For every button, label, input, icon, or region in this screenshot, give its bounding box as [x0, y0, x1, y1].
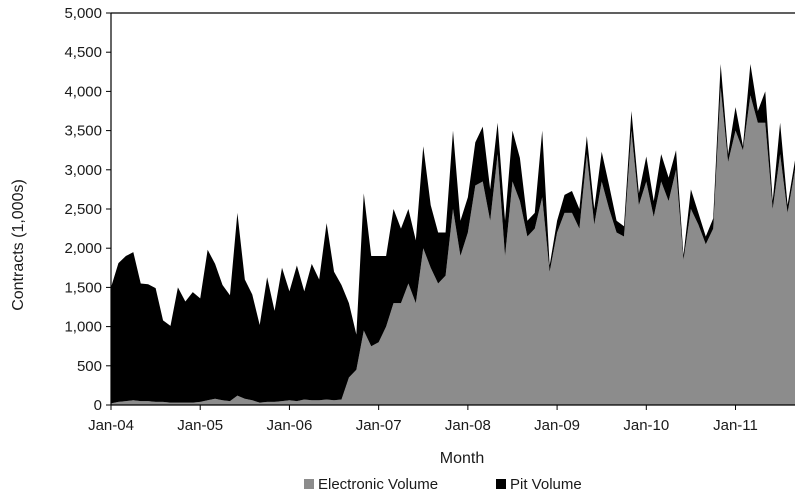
y-tick-label: 2,500	[64, 201, 102, 218]
y-tick-labels: 0 500 1,000 1,500 2,000 2,500 3,000 3,500 4,000 4…	[64, 5, 102, 414]
series-layer	[111, 63, 795, 405]
legend-swatch-pit	[496, 479, 506, 489]
x-axis-title: Month	[440, 450, 484, 467]
legend-label-electronic: Electronic Volume	[318, 476, 438, 493]
y-tick-label: 4,000	[64, 83, 102, 100]
y-tick-label: 1,000	[64, 319, 102, 336]
series-area-electronic-volume	[111, 87, 795, 405]
x-tick-label: Jan-04	[88, 417, 134, 434]
y-tick-label: 1,500	[64, 279, 102, 296]
x-tick-label: Jan-11	[713, 417, 758, 434]
y-tick-label: 2,000	[64, 240, 102, 257]
y-tick-label: 5,000	[64, 5, 102, 22]
x-tick-label: Jan-09	[534, 417, 580, 434]
axis-layer	[106, 12, 795, 410]
y-tick-label: 3,500	[64, 123, 102, 140]
legend: Electronic Volume Pit Volume	[304, 476, 582, 493]
legend-swatch-electronic	[304, 479, 314, 489]
y-tick-label: 0	[94, 397, 102, 414]
legend-label-pit: Pit Volume	[510, 476, 582, 493]
x-tick-label: Jan-07	[356, 417, 402, 434]
series-area-pit-volume	[111, 63, 795, 404]
x-tick-label: Jan-05	[177, 417, 223, 434]
plot-area	[106, 12, 795, 410]
y-axis-title: Contracts (1,000s)	[10, 179, 27, 311]
y-tick-label: 4,500	[64, 44, 102, 61]
x-tick-label: Jan-10	[623, 417, 669, 434]
x-tick-label: Jan-06	[266, 417, 312, 434]
y-tick-label: 500	[77, 358, 102, 375]
x-tick-labels: Jan-04 Jan-05 Jan-06 Jan-07 Jan-08 Jan-09 Jan-…	[88, 417, 758, 434]
y-tick-label: 3,000	[64, 162, 102, 179]
x-tick-label: Jan-08	[445, 417, 491, 434]
